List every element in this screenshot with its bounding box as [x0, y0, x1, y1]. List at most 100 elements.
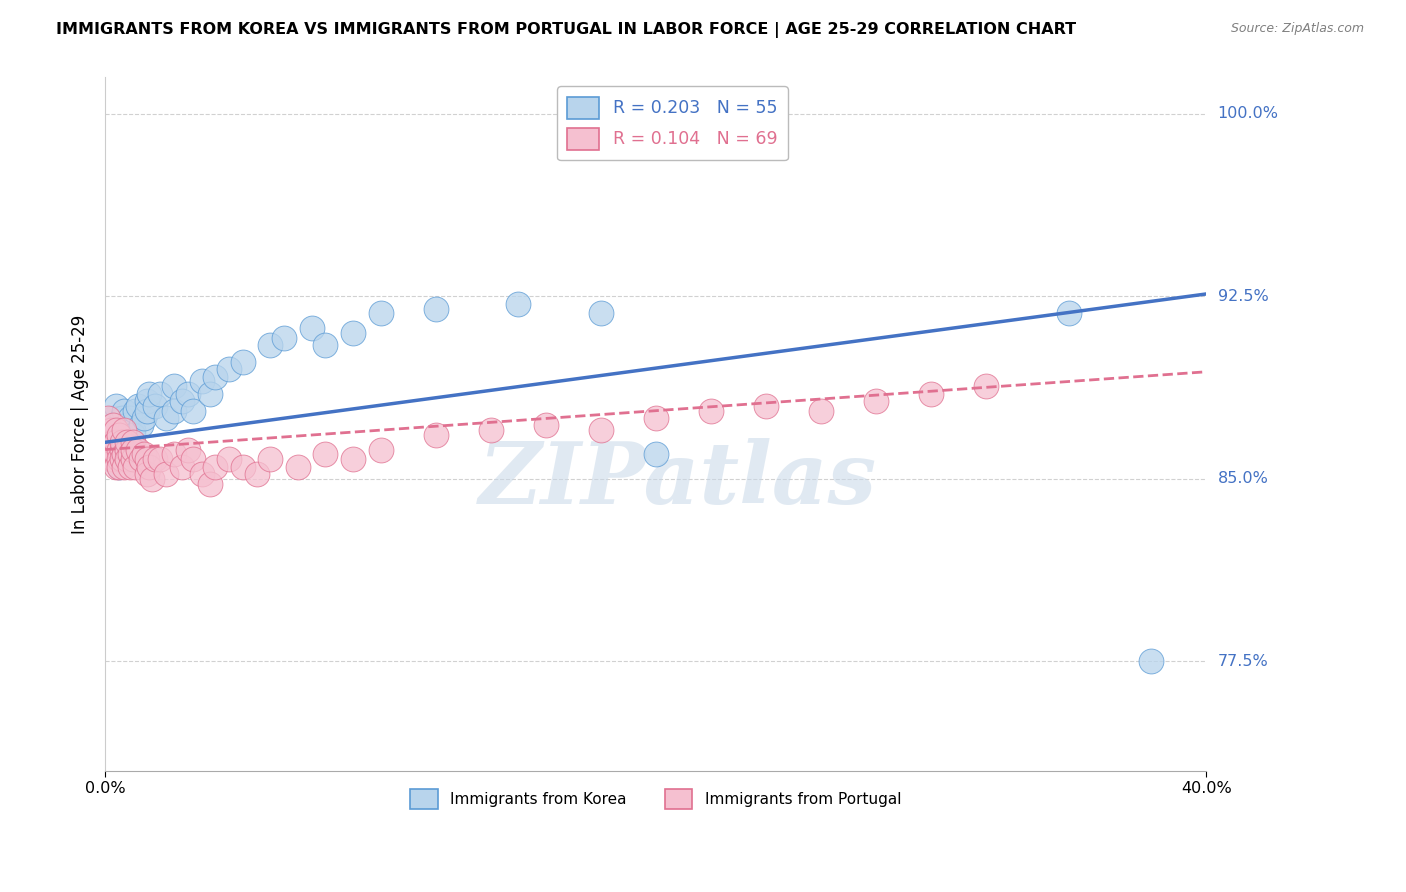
Text: 77.5%: 77.5% [1218, 654, 1268, 669]
Point [100, 452, 122, 467]
Point [190, 375, 212, 389]
Point [97, 428, 120, 442]
Point [177, 442, 200, 457]
Point [108, 423, 131, 437]
Point [920, 386, 942, 401]
Point [103, 418, 125, 433]
Point [342, 452, 364, 467]
Point [114, 423, 136, 437]
Point [103, 435, 125, 450]
Point [198, 386, 221, 401]
Point [287, 459, 309, 474]
Point [342, 326, 364, 340]
Point [314, 338, 336, 352]
Point [111, 411, 134, 425]
Point [97, 442, 120, 457]
Point [1140, 654, 1163, 668]
Point [370, 442, 392, 457]
Point [100, 435, 122, 450]
Text: Source: ZipAtlas.com: Source: ZipAtlas.com [1230, 22, 1364, 36]
Point [232, 459, 254, 474]
Point [314, 447, 336, 461]
Point [155, 467, 177, 481]
Point [218, 362, 240, 376]
Point [121, 442, 143, 457]
Point [143, 399, 166, 413]
Point [103, 411, 125, 425]
Point [105, 447, 128, 461]
Point [810, 403, 832, 417]
Point [479, 423, 502, 437]
Point [124, 403, 146, 417]
Text: ZIPatlas: ZIPatlas [479, 438, 877, 521]
Point [105, 423, 128, 437]
Point [124, 459, 146, 474]
Point [108, 452, 131, 467]
Point [115, 435, 138, 450]
Point [198, 476, 221, 491]
Point [589, 306, 612, 320]
Point [135, 403, 157, 417]
Point [118, 447, 141, 461]
Point [132, 411, 155, 425]
Point [163, 379, 186, 393]
Point [97, 411, 120, 425]
Point [700, 403, 723, 417]
Point [149, 452, 172, 467]
Point [127, 399, 149, 413]
Point [115, 435, 138, 450]
Point [190, 467, 212, 481]
Point [138, 459, 160, 474]
Point [181, 403, 204, 417]
Point [135, 394, 157, 409]
Point [111, 442, 134, 457]
Point [114, 459, 136, 474]
Point [108, 435, 131, 450]
Point [246, 467, 269, 481]
Point [108, 428, 131, 442]
Point [121, 452, 143, 467]
Point [111, 428, 134, 442]
Legend: Immigrants from Korea, Immigrants from Portugal: Immigrants from Korea, Immigrants from P… [405, 783, 907, 815]
Point [121, 423, 143, 437]
Point [425, 428, 447, 442]
Point [138, 386, 160, 401]
Point [115, 452, 138, 467]
Point [121, 428, 143, 442]
Point [115, 452, 138, 467]
Point [97, 428, 120, 442]
Point [141, 472, 163, 486]
Point [172, 459, 194, 474]
Point [204, 369, 226, 384]
Point [103, 435, 125, 450]
Point [534, 418, 557, 433]
Point [172, 394, 194, 409]
Text: 92.5%: 92.5% [1218, 289, 1268, 304]
Point [135, 452, 157, 467]
Point [644, 411, 666, 425]
Y-axis label: In Labor Force | Age 25-29: In Labor Force | Age 25-29 [72, 315, 89, 533]
Point [118, 459, 141, 474]
Point [103, 452, 125, 467]
Point [155, 411, 177, 425]
Point [644, 447, 666, 461]
Point [127, 442, 149, 457]
Point [115, 442, 138, 457]
Point [105, 447, 128, 461]
Point [218, 452, 240, 467]
Point [132, 447, 155, 461]
Point [105, 435, 128, 450]
Point [115, 418, 138, 433]
Point [755, 399, 778, 413]
Point [114, 442, 136, 457]
Point [114, 423, 136, 437]
Point [589, 423, 612, 437]
Point [273, 331, 295, 345]
Point [114, 447, 136, 461]
Point [204, 459, 226, 474]
Point [129, 418, 152, 433]
Point [121, 435, 143, 450]
Point [105, 399, 128, 413]
Text: IMMIGRANTS FROM KOREA VS IMMIGRANTS FROM PORTUGAL IN LABOR FORCE | AGE 25-29 COR: IMMIGRANTS FROM KOREA VS IMMIGRANTS FROM… [56, 22, 1077, 38]
Point [177, 386, 200, 401]
